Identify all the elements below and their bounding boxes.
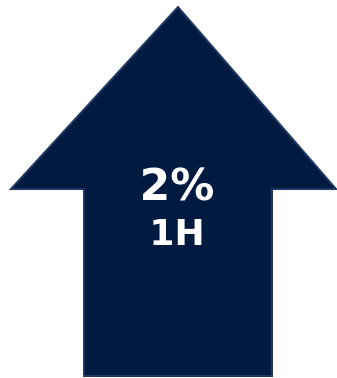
period-label: 1H bbox=[149, 213, 205, 254]
up-arrow-icon bbox=[8, 5, 337, 377]
change-percent: 2% bbox=[139, 160, 215, 211]
arrow-label: 2% 1H bbox=[82, 160, 272, 256]
